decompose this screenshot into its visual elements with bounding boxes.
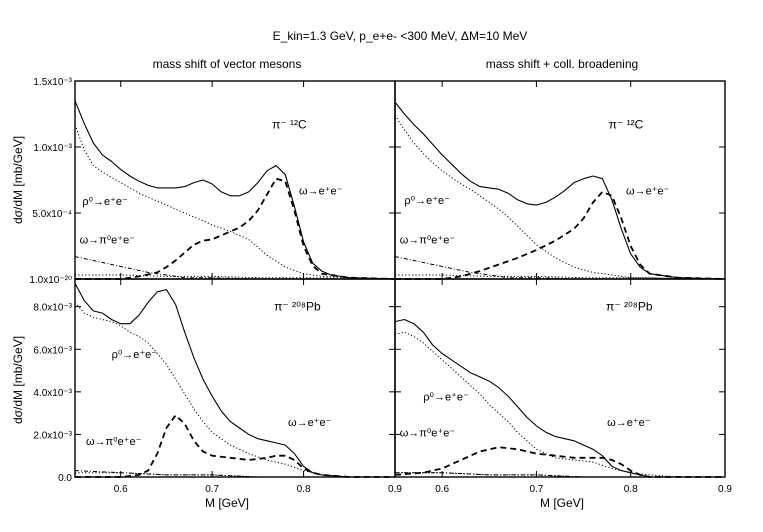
y-tick-label: 1.0x10⁻²⁰ [29,275,72,286]
y-tick-label: 8.0x10⁻³ [33,303,72,314]
curve-annotation: ρ⁰→e⁺e⁻ [404,195,450,207]
x-tick-label: 0.9 [718,484,732,495]
y-tick-label: 1.0x10⁻³ [33,143,72,154]
x-tick-label: 0.7 [205,484,219,495]
curve-annotation: ω→π⁰e⁺e⁻ [400,428,456,440]
curve-annotation: ω→e⁺e⁻ [626,186,670,198]
series-line-dotted [75,472,395,478]
series-line-solid [394,101,726,280]
series-line-dotted [395,274,726,280]
series-line-dotted [74,302,395,478]
reaction-label: π⁻ ²⁰⁸Pb [274,300,321,314]
x-tick-label: 0.6 [435,484,449,495]
panel-frame [74,80,396,280]
panel-top-right: π⁻ ¹²C ρ⁰→e⁺e⁻ ω→π⁰e⁺e⁻ ω→e⁺e⁻ [394,80,726,280]
reaction-label: π⁻ ¹²C [609,118,644,132]
y-tick-label: 0.0 [58,473,72,484]
series-line-dashed [394,446,725,478]
series-line-dashed [75,177,396,280]
x-tick-label: 0.9 [388,484,402,495]
y-tick-label: 6.0x10⁻³ [33,345,72,356]
curve-annotation: ρ⁰→e⁺e⁻ [423,391,469,403]
x-tick-label: 0.8 [624,484,638,495]
reaction-label: π⁻ ²⁰⁸Pb [606,300,653,314]
panel-bottom-left: 0.0 2.0x10⁻³ 4.0x10⁻³ 6.0x10⁻³ 8.0x10⁻³ 0.6 0.… [33,278,402,495]
curve-annotation: ω→π⁰e⁺e⁻ [86,436,142,448]
series-line-dotted [74,124,396,280]
col-title-right: mass shift + coll. broadening [486,57,638,71]
y-tick-label: 4.0x10⁻³ [33,388,72,399]
panel-frame [394,80,726,280]
x-axis-label-left: M [GeV] [205,496,249,510]
series-line-solid [74,100,396,280]
col-title-left: mass shift of vector mesons [153,57,302,71]
panel-frame [394,278,726,478]
curve-annotation: ω→e⁺e⁻ [299,186,343,198]
curve-annotation: ω→π⁰e⁺e⁻ [80,234,136,246]
series-line-dotted [394,331,725,478]
y-tick-label: 5.0x10⁻⁴ [32,209,72,220]
series-line-dotted [75,274,396,280]
x-axis-label-right: M [GeV] [540,496,584,510]
panel-top-left: 1.0x10⁻²⁰ 5.0x10⁻⁴ 1.0x10⁻³ 1.5x10⁻³ π⁻ ¹²C ρ… [29,77,396,286]
x-tick-label: 0.8 [297,484,311,495]
y-axis-label-bottom: dσ/dM [mb/GeV] [11,336,25,424]
y-axis-label-top: dσ/dM [mb/GeV] [11,136,25,224]
curve-annotation: ρ⁰→e⁺e⁻ [82,196,128,208]
series-line-dashdot [394,256,725,280]
x-tick-label: 0.6 [114,484,128,495]
series-line-solid [394,318,725,478]
y-tick-label: 1.5x10⁻³ [33,77,72,88]
series-line-solid [74,283,395,478]
series-line-dashdot [74,256,395,280]
curve-annotation: ω→e⁺e⁻ [288,417,332,429]
series-line-dashed [395,191,726,280]
panels: 1.0x10⁻²⁰ 5.0x10⁻⁴ 1.0x10⁻³ 1.5x10⁻³ π⁻ ¹²C ρ… [29,77,732,495]
curve-annotation: ρ⁰→e⁺e⁻ [112,349,158,361]
curve-annotation: ω→π⁰e⁺e⁻ [400,234,456,246]
series-line-dashed [75,414,395,478]
figure-title: E_kin=1.3 GeV, p_e+e- <300 MeV, ΔM=10 Me… [273,29,528,43]
x-tick-label: 0.7 [529,484,543,495]
series-line-dotted [395,472,725,478]
y-tick-label: 2.0x10⁻³ [33,430,72,441]
reaction-label: π⁻ ¹²C [272,118,307,132]
curve-annotation: ω→e⁺e⁻ [607,417,651,429]
series-line-dotted [394,115,725,280]
panel-bottom-right: 0.6 0.7 0.8 0.9 π⁻ ²⁰⁸Pb ρ⁰→e⁺e⁻ ω→π⁰e⁺e⁻ ω→e⁺e… [394,278,732,495]
